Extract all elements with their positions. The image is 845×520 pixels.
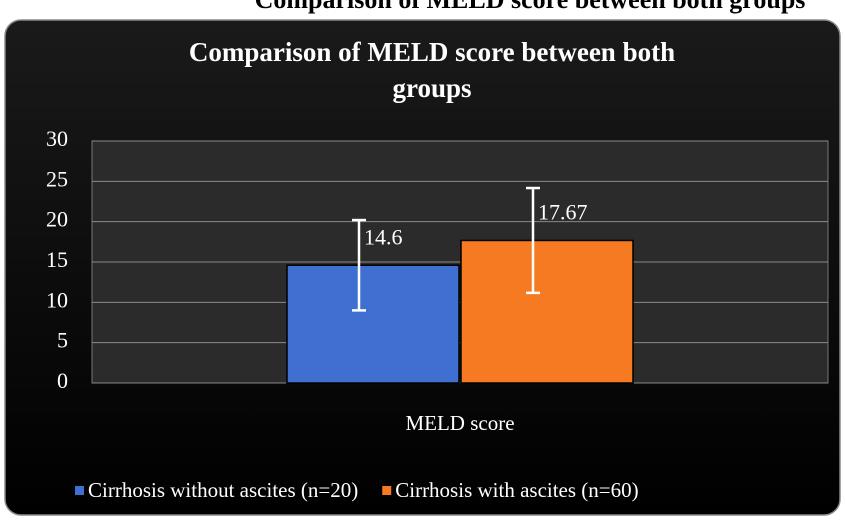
legend-swatch (382, 486, 392, 495)
chart-title: Comparison of MELD score between both gro… (189, 37, 675, 103)
y-tick-label: 20 (46, 207, 68, 232)
y-tick-label: 0 (57, 368, 68, 393)
x-tick-label: MELD score (405, 411, 514, 435)
legend-label: Cirrhosis without ascites (n=20) (88, 478, 358, 502)
data-label: 14.6 (364, 224, 403, 249)
legend-label: Cirrhosis with ascites (n=60) (395, 478, 638, 502)
y-tick-label: 15 (46, 247, 68, 272)
bar (286, 264, 460, 384)
y-tick-label: 5 (57, 328, 68, 353)
caption: Comparison of MELD score between both gr… (255, 0, 806, 14)
y-tick-label: 25 (46, 166, 68, 191)
y-tick-label: 30 (46, 126, 68, 151)
legend-swatch (75, 486, 84, 495)
bar (460, 239, 634, 384)
y-tick-label: 10 (46, 287, 68, 312)
data-label: 17.67 (538, 200, 588, 225)
